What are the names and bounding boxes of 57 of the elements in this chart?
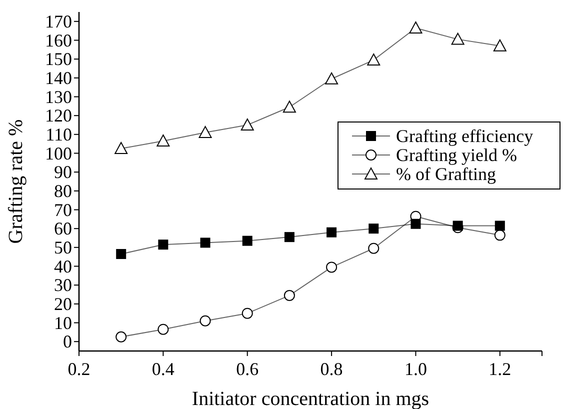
legend-label: Grafting efficiency — [396, 126, 534, 146]
y-tick-label: 0 — [63, 332, 72, 352]
point — [326, 227, 337, 238]
point — [200, 315, 211, 326]
y-tick-label: 10 — [54, 312, 72, 333]
y-tick-label: 50 — [54, 237, 72, 258]
y-tick-label: 120 — [45, 106, 72, 126]
point — [158, 240, 168, 250]
y-tick-label: 90 — [54, 162, 72, 182]
y-axis-title: Grafting rate % — [5, 119, 27, 244]
legend-label: Grafting yield % — [396, 145, 517, 165]
point — [284, 232, 294, 242]
y-tick-label: 20 — [54, 294, 72, 314]
y-tick-label: 80 — [54, 180, 72, 201]
point — [494, 230, 506, 241]
point — [494, 220, 505, 231]
x-tick-label: 0.6 — [236, 359, 259, 379]
y-tick-label: 130 — [45, 86, 72, 107]
y-tick-label: 110 — [46, 124, 72, 144]
point — [200, 238, 210, 248]
point — [242, 236, 252, 246]
x-axis-title: Initiator concentration in mgs — [192, 388, 430, 409]
point — [240, 118, 254, 130]
point — [242, 308, 253, 319]
point — [282, 100, 296, 113]
point — [367, 54, 380, 66]
y-tick-label: 150 — [45, 49, 72, 70]
point — [493, 39, 506, 52]
point — [409, 22, 422, 34]
y-tick-label: 160 — [45, 30, 72, 50]
point — [452, 220, 463, 231]
point — [410, 218, 421, 229]
y-tick-label: 140 — [45, 68, 72, 88]
x-tick-label: 0.8 — [320, 359, 343, 379]
y-tick-label: 30 — [54, 275, 72, 296]
y-tick-label: 40 — [54, 256, 72, 276]
point — [451, 32, 464, 45]
x-tick-label: 0.4 — [152, 359, 174, 379]
point — [198, 126, 212, 138]
point — [158, 324, 169, 335]
y-tick-label: 70 — [54, 200, 72, 220]
point — [156, 134, 170, 147]
point — [116, 249, 126, 260]
x-tick-label: 1.0 — [404, 359, 427, 379]
point — [368, 242, 380, 254]
y-tick-label: 170 — [45, 11, 72, 32]
x-tick-label: 1.2 — [488, 359, 512, 379]
legend-label: % of Grafting — [396, 164, 496, 184]
point — [368, 224, 379, 234]
point — [114, 142, 128, 154]
y-tick-label: 60 — [54, 218, 72, 239]
y-tick-label: 100 — [45, 143, 72, 164]
point — [325, 72, 338, 84]
point — [326, 262, 338, 273]
x-tick-label: 0.2 — [68, 359, 90, 379]
point — [116, 331, 127, 342]
point — [284, 290, 295, 301]
